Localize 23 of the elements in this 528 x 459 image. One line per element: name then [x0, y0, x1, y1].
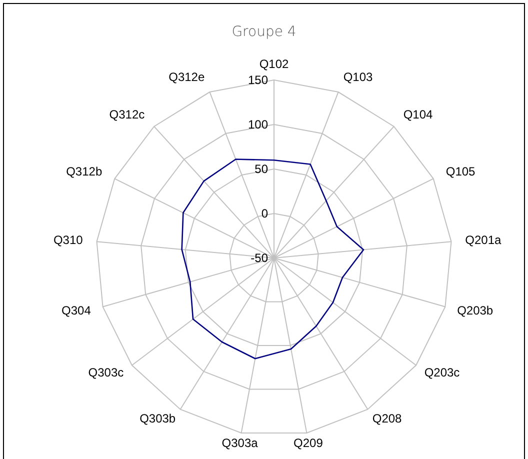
y-tick-label: 150	[248, 73, 268, 87]
spoke-label: Q209	[294, 436, 324, 450]
y-tick-label: 50	[254, 162, 268, 176]
spoke-label: Q312c	[109, 108, 145, 122]
y-tick-label: 0	[261, 206, 268, 220]
spoke-label: Q201a	[465, 233, 502, 248]
spoke-label: Q312e	[168, 70, 205, 84]
chart-title: Groupe 4	[232, 24, 296, 40]
spoke-label: Q105	[446, 164, 476, 179]
y-tick-label: 100	[248, 118, 268, 132]
spoke-label: Q103	[343, 70, 374, 84]
spoke-label: Q102	[259, 57, 289, 71]
spoke-label: Q310	[53, 233, 84, 248]
spoke-label: Q304	[62, 304, 92, 318]
spoke-label: Q312b	[66, 164, 102, 179]
y-tick-label: -50	[250, 251, 268, 265]
spoke-label: Q303a	[222, 436, 258, 450]
spoke-label: Q303c	[88, 366, 124, 380]
spoke-label: Q208	[372, 412, 402, 426]
spoke-label: Q203b	[457, 304, 494, 318]
spoke-label: Q303b	[140, 412, 176, 426]
spoke-label: Q104	[403, 108, 434, 122]
spoke-label: Q203c	[424, 366, 460, 380]
